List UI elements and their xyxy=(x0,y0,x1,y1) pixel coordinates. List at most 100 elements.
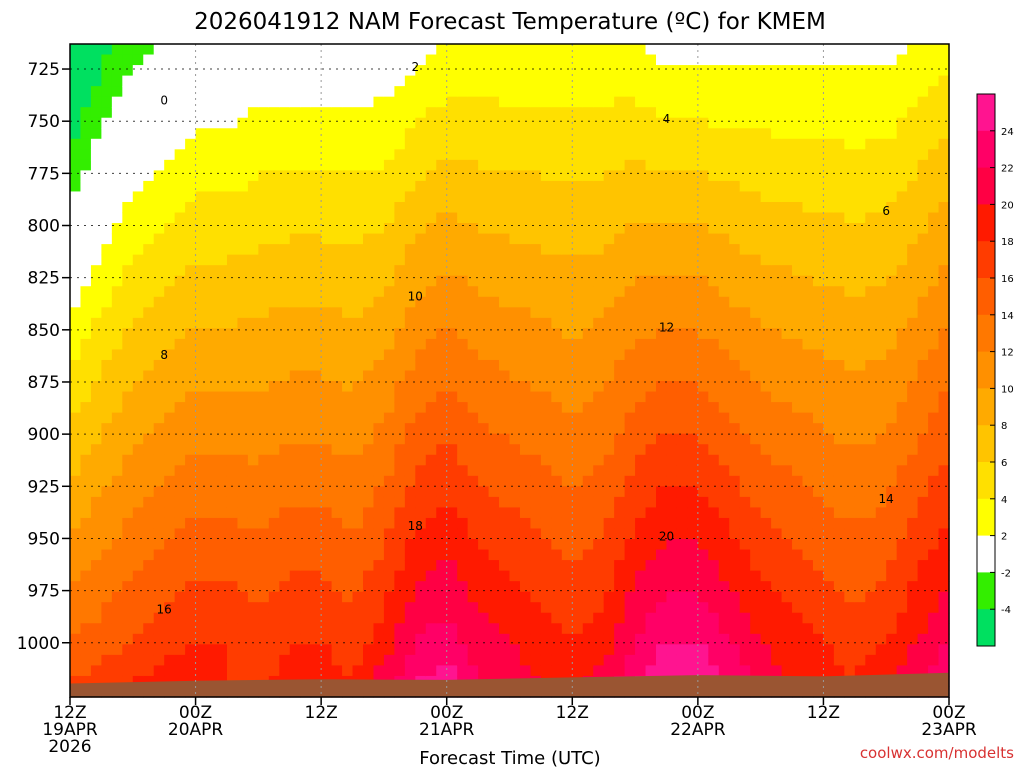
temperature-cell xyxy=(289,138,301,150)
temperature-cell xyxy=(656,539,668,551)
temperature-cell xyxy=(101,433,113,445)
temperature-cell xyxy=(896,665,908,677)
temperature-cell xyxy=(310,654,322,666)
temperature-cell xyxy=(854,180,866,193)
temperature-cell xyxy=(844,212,856,224)
temperature-cell xyxy=(310,96,322,108)
temperature-cell xyxy=(656,423,668,435)
temperature-cell xyxy=(593,44,605,56)
temperature-cell xyxy=(101,96,113,108)
temperature-cell xyxy=(907,212,919,224)
temperature-cell xyxy=(729,75,741,87)
temperature-cell xyxy=(603,507,615,519)
temperature-cell xyxy=(394,128,406,140)
temperature-cell xyxy=(823,223,835,235)
temperature-cell xyxy=(833,665,845,677)
temperature-cell xyxy=(174,623,186,635)
temperature-cell xyxy=(540,54,552,66)
temperature-cell xyxy=(792,433,804,445)
temperature-cell xyxy=(519,75,532,87)
temperature-cell xyxy=(352,254,364,266)
temperature-cell xyxy=(415,233,427,245)
temperature-cell xyxy=(289,433,301,445)
temperature-cell xyxy=(666,338,678,351)
temperature-cell xyxy=(342,44,354,56)
temperature-cell xyxy=(645,654,657,666)
temperature-cell xyxy=(321,623,333,635)
temperature-cell xyxy=(446,223,458,235)
temperature-cell xyxy=(771,201,783,214)
temperature-cell xyxy=(718,539,730,551)
temperature-cell xyxy=(226,223,239,235)
temperature-cell xyxy=(352,359,364,372)
temperature-cell xyxy=(656,159,668,171)
temperature-cell xyxy=(206,549,218,561)
temperature-cell xyxy=(509,75,521,87)
temperature-cell xyxy=(289,349,301,361)
temperature-cell xyxy=(697,201,709,214)
temperature-cell xyxy=(865,549,877,561)
temperature-cell xyxy=(676,359,688,372)
temperature-cell xyxy=(844,528,856,540)
temperature-cell xyxy=(603,254,615,266)
temperature-cell xyxy=(676,623,688,635)
temperature-cell xyxy=(488,581,500,593)
temperature-cell xyxy=(886,128,898,140)
temperature-cell xyxy=(865,317,877,329)
temperature-cell xyxy=(90,591,102,603)
temperature-cell xyxy=(666,507,678,519)
temperature-cell xyxy=(656,444,668,456)
temperature-cell xyxy=(268,591,280,603)
temperature-cell xyxy=(666,496,678,509)
temperature-cell xyxy=(101,633,113,645)
temperature-cell xyxy=(404,233,416,245)
temperature-cell xyxy=(132,296,144,308)
temperature-cell xyxy=(844,517,856,530)
temperature-cell xyxy=(812,296,825,308)
temperature-cell xyxy=(80,275,92,287)
temperature-cell xyxy=(718,180,730,193)
temperature-cell xyxy=(216,602,228,614)
temperature-cell xyxy=(499,96,511,108)
temperature-cell xyxy=(635,560,647,572)
temperature-cell xyxy=(718,496,730,509)
temperature-cell xyxy=(478,591,490,603)
temperature-cell xyxy=(750,180,762,193)
temperature-cell xyxy=(635,128,647,140)
temperature-cell xyxy=(164,117,176,129)
temperature-cell xyxy=(132,623,144,635)
temperature-cell xyxy=(530,517,542,530)
temperature-cell xyxy=(551,275,563,287)
temperature-cell xyxy=(499,612,511,624)
temperature-cell xyxy=(268,54,280,66)
temperature-cell xyxy=(812,581,825,593)
temperature-cell xyxy=(519,159,532,171)
temperature-cell xyxy=(739,159,751,171)
temperature-cell xyxy=(383,623,395,635)
temperature-cell xyxy=(792,349,804,361)
temperature-cell xyxy=(90,633,102,645)
temperature-cell xyxy=(185,423,197,435)
temperature-cell xyxy=(614,359,626,372)
temperature-cell xyxy=(436,359,448,372)
temperature-cell xyxy=(373,496,385,509)
temperature-cell xyxy=(111,328,123,340)
temperature-cell xyxy=(446,412,458,424)
temperature-cell xyxy=(540,349,552,361)
temperature-cell xyxy=(174,528,186,540)
temperature-cell xyxy=(750,370,762,382)
temperature-cell xyxy=(226,107,239,119)
temperature-cell xyxy=(582,591,594,603)
temperature-cell xyxy=(268,265,280,277)
temperature-cell xyxy=(216,338,228,351)
temperature-cell xyxy=(509,212,521,224)
temperature-cell xyxy=(446,359,458,372)
temperature-cell xyxy=(404,265,416,277)
temperature-cell xyxy=(394,359,406,372)
temperature-cell xyxy=(603,496,615,509)
temperature-cell xyxy=(185,254,197,266)
temperature-cell xyxy=(352,444,364,456)
temperature-cell xyxy=(279,317,291,329)
temperature-cell xyxy=(792,128,804,140)
temperature-cell xyxy=(132,191,144,203)
